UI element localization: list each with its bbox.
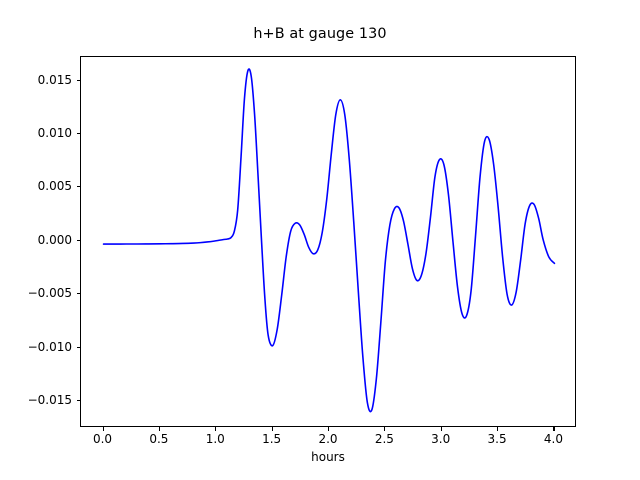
x-tick-mark: [102, 427, 104, 431]
y-tick-label: −0.005: [27, 286, 72, 301]
x-tick-mark: [328, 427, 330, 431]
x-tick-label: 0.0: [92, 432, 113, 446]
y-tick-label: −0.015: [27, 393, 72, 408]
x-tick-mark: [553, 427, 555, 431]
x-tick-label: 4.0: [543, 432, 563, 446]
x-tick-mark: [440, 427, 442, 431]
x-tick-mark: [158, 427, 160, 431]
y-tick-label: 0.005: [37, 179, 72, 194]
y-tick-mark: [76, 400, 80, 402]
y-tick-mark: [76, 239, 80, 241]
y-tick-mark: [76, 186, 80, 188]
y-tick-label: 0.010: [37, 125, 72, 140]
y-tick-label: −0.010: [27, 339, 72, 354]
x-tick-label: 2.5: [374, 432, 394, 446]
y-tick-label: 0.000: [37, 232, 72, 247]
x-tick-mark: [384, 427, 386, 431]
x-tick-label: 0.5: [149, 432, 169, 446]
x-tick-mark: [215, 427, 217, 431]
x-tick-label: 3.5: [487, 432, 507, 446]
x-tick-label: 3.0: [431, 432, 451, 446]
chart-title: h+B at gauge 130: [253, 26, 387, 42]
x-tick-label: 1.0: [205, 432, 225, 446]
y-tick-mark: [76, 346, 80, 348]
x-axis-label: hours: [311, 450, 345, 464]
y-tick-mark: [76, 293, 80, 295]
x-tick-label: 2.0: [318, 432, 338, 446]
y-tick-mark: [76, 79, 80, 81]
y-tick-mark: [76, 132, 80, 135]
plot-axes: [80, 56, 576, 427]
x-tick-mark: [271, 427, 273, 431]
data-series-line: [102, 68, 556, 413]
line-plot: [102, 68, 556, 413]
x-tick-mark: [497, 427, 499, 431]
y-tick-label: 0.015: [37, 72, 72, 87]
x-tick-label: 1.5: [262, 432, 282, 446]
